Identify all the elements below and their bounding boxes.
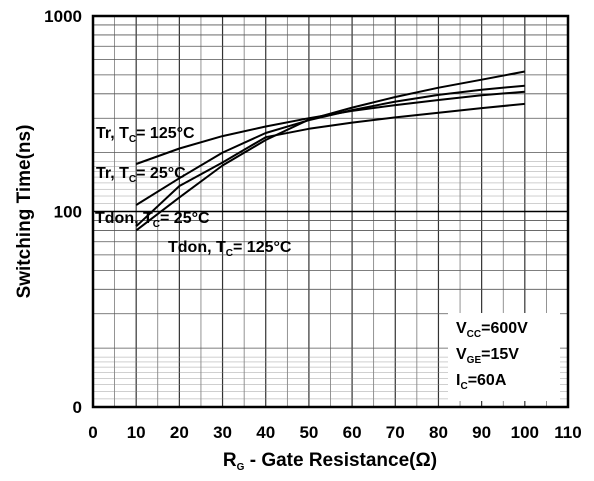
plot-border (91, 14, 570, 409)
curve-labels: Tr, TC= 125°C Tr, TC= 25°C Tdon, TC= 25°C T… (95, 125, 292, 259)
x-axis-title: RG - Gate Resistance(Ω) (223, 450, 437, 473)
curve-label: Tdon, TC= 125°C (168, 239, 292, 259)
x-tick-label: 10 (127, 423, 146, 442)
plot-frame (91, 14, 570, 409)
curves (135, 70, 525, 232)
conditions-box (448, 313, 560, 401)
curve-label: Tr, TC= 25°C (96, 165, 186, 185)
x-tick-label: 90 (472, 423, 491, 442)
x-tick-label: 100 (511, 423, 539, 442)
x-tick-label: 0 (88, 423, 97, 442)
condition-line: VCC=600V (456, 320, 528, 340)
series-line-4 (135, 70, 525, 232)
test-conditions: VCC=600V VGE=15V IC=60A (448, 313, 560, 401)
x-tick-label: 30 (213, 423, 232, 442)
series-line-2 (135, 84, 525, 206)
x-tick-label: 60 (343, 423, 362, 442)
curve-label: Tr, TC= 125°C (96, 125, 195, 145)
y-tick-label: 100 (54, 203, 82, 222)
x-tick-label: 80 (429, 423, 448, 442)
y-tick-label: 1000 (44, 7, 82, 26)
x-tick-label: 70 (386, 423, 405, 442)
series-line-3 (135, 102, 525, 228)
x-tick-label: 40 (256, 423, 275, 442)
condition-line: IC=60A (456, 372, 507, 392)
axis-titles: RG - Gate Resistance(Ω) Switching Time(ns… (14, 125, 437, 473)
x-tick-label: 20 (170, 423, 189, 442)
curve-label: Tdon, TC= 25°C (95, 210, 210, 230)
condition-line: VGE=15V (456, 346, 519, 366)
y-axis-title: Switching Time(ns) (14, 125, 35, 299)
x-tick-label: 50 (299, 423, 318, 442)
y-tick-label: 0 (73, 398, 82, 417)
x-tick-label: 110 (554, 423, 581, 442)
